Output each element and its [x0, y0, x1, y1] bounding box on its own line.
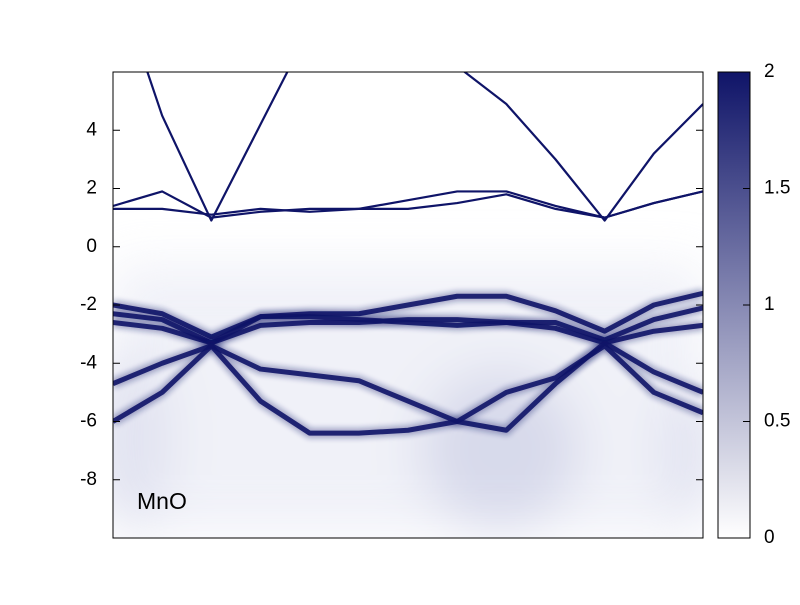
annotation: MnO	[137, 488, 187, 514]
band	[113, 343, 703, 436]
band	[113, 290, 703, 340]
plot-area	[113, 72, 703, 538]
band	[113, 190, 703, 219]
colorbar-tick-label: 1.5	[764, 178, 790, 199]
colorbar-tick-label: 1	[764, 294, 775, 315]
band	[146, 72, 703, 222]
y-tick-label: 0	[86, 236, 97, 257]
y-tick-label: -4	[80, 352, 97, 373]
colorbar-tick-label: 0	[764, 527, 775, 548]
y-tick-label: -6	[80, 411, 97, 432]
colorbar-tick-label: 0.5	[764, 411, 790, 432]
y-tick-label: -2	[80, 294, 97, 315]
y-tick-label: 4	[86, 119, 97, 140]
y-tick-label: 2	[86, 178, 97, 199]
y-tick-label: -8	[80, 469, 97, 490]
colorbar-tick-label: 2	[764, 61, 775, 82]
